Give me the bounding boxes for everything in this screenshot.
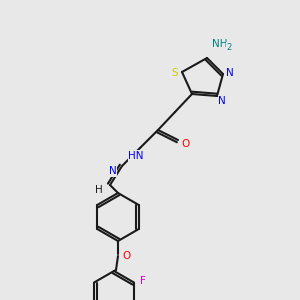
Text: N: N bbox=[218, 96, 226, 106]
Text: H: H bbox=[95, 185, 103, 195]
Text: O: O bbox=[122, 251, 130, 261]
Text: 2: 2 bbox=[226, 43, 231, 52]
Text: F: F bbox=[140, 275, 146, 286]
Text: O: O bbox=[181, 139, 189, 149]
Text: HN: HN bbox=[128, 151, 144, 161]
Text: S: S bbox=[172, 68, 178, 78]
Text: N: N bbox=[226, 68, 234, 78]
Text: NH: NH bbox=[212, 39, 227, 49]
Text: N: N bbox=[109, 166, 117, 176]
